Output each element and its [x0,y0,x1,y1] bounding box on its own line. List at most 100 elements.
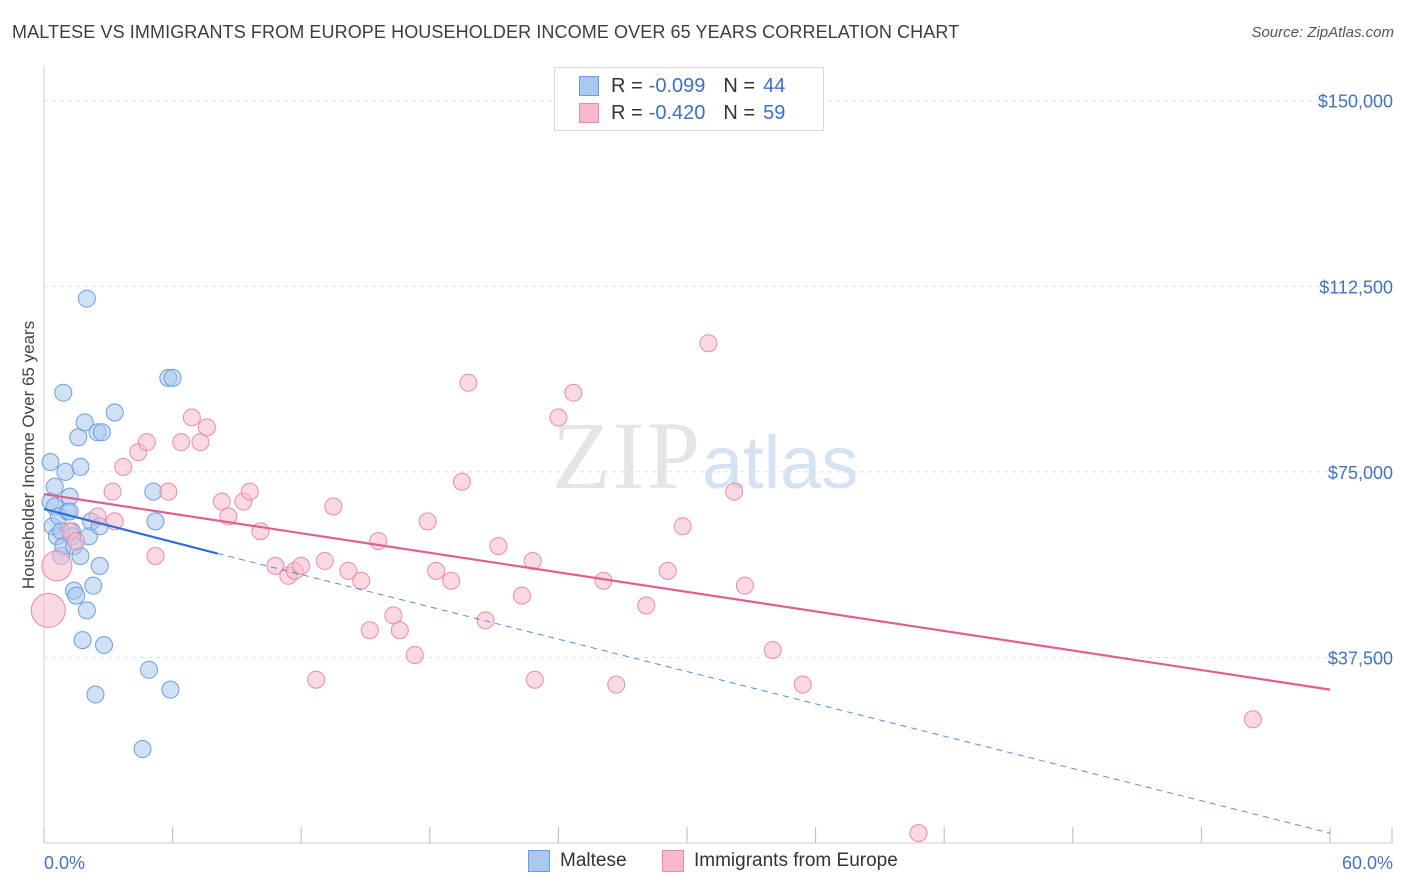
data-point [41,550,73,582]
x-tick-label: 60.0% [1342,853,1393,873]
data-point [191,433,210,452]
chart-title: MALTESE VS IMMIGRANTS FROM EUROPE HOUSEH… [12,22,960,42]
data-point [735,576,754,595]
watermark-zip: ZIP [552,402,702,509]
data-point [77,601,96,620]
data-point [658,561,677,580]
data-point [103,482,122,501]
legend-item-europe[interactable]: Immigrants from Europe [662,850,898,872]
n-label: N = [723,101,756,124]
series-legend: Maltese Immigrants from Europe [0,850,1406,878]
x-tick-label: 0.0% [44,853,85,873]
data-point [146,512,165,531]
data-point [384,606,403,625]
data-point [90,556,109,575]
data-point [512,586,531,605]
data-point [442,571,461,590]
data-point [105,403,124,422]
data-point [71,457,90,476]
data-point [144,482,163,501]
data-point [315,551,334,570]
correlation-legend: R = -0.099 N = 44 R = -0.420 N = 59 [554,67,824,131]
n-value: 44 [763,74,786,97]
data-point [699,334,718,353]
legend-row-maltese: R = -0.099 N = 44 [579,74,785,98]
r-value: -0.420 [648,101,706,124]
legend-label-maltese: Maltese [560,850,627,871]
data-point [41,452,60,471]
data-point [54,383,73,402]
legend-row-europe: R = -0.420 N = 59 [579,101,785,125]
axes [43,66,1393,844]
data-point [637,596,656,615]
data-point [793,675,812,694]
series-maltese [41,289,182,758]
y-tick-label: $75,000 [1328,463,1393,483]
data-point [360,621,379,640]
maltese-trend-extension [217,553,1331,834]
data-point [69,428,88,447]
data-point [525,670,544,689]
data-point [390,621,409,640]
data-point [197,418,216,437]
maltese-swatch [579,76,599,96]
data-point [212,492,231,511]
data-point [452,472,471,491]
data-point [418,512,437,531]
data-point [30,592,66,628]
tick-labels: $37,500 $75,000 $112,500 $150,000 0.0% 60.0% [44,92,1393,873]
data-point [71,546,90,565]
data-point [73,631,92,650]
data-point [405,645,424,664]
data-point [86,685,105,704]
n-value: 59 [763,101,786,124]
data-point [564,383,583,402]
data-point [673,517,692,536]
data-point [67,532,86,551]
y-axis-label: Householder Income Over 65 years [19,321,38,589]
legend-label-europe: Immigrants from Europe [694,850,898,871]
legend-item-maltese[interactable]: Maltese [528,850,627,872]
data-point [292,556,311,575]
data-point [339,561,358,580]
data-point [725,482,744,501]
data-point [909,824,928,843]
data-point [146,546,165,565]
data-point [763,641,782,660]
data-point [324,497,343,516]
data-point [161,680,180,699]
data-point [549,408,568,427]
grid-lines [44,100,1392,658]
maltese-swatch [528,850,550,872]
r-value: -0.099 [648,74,706,97]
data-point [427,561,446,580]
data-point [45,477,64,496]
data-point [307,670,326,689]
data-point [56,462,75,481]
n-label: N = [723,74,756,97]
data-point [266,556,285,575]
series-europe [30,334,1262,843]
data-point [459,373,478,392]
y-tick-label: $112,500 [1319,277,1393,297]
europe-swatch [662,850,684,872]
data-point [159,482,178,501]
y-tick-label: $150,000 [1318,92,1393,112]
data-point [172,433,191,452]
data-point [352,571,371,590]
trend-lines [43,493,1331,834]
data-point [137,433,156,452]
data-point [77,289,96,308]
data-point [133,739,152,758]
r-label: R = [611,101,643,124]
y-tick-label: $37,500 [1328,648,1393,668]
maltese-trend-line [43,507,218,555]
watermark: ZIPatlas [552,400,858,511]
europe-swatch [579,103,599,123]
data-point [240,482,259,501]
data-point [75,413,94,432]
data-point [607,675,626,694]
data-point [92,423,111,442]
data-point [67,586,86,605]
